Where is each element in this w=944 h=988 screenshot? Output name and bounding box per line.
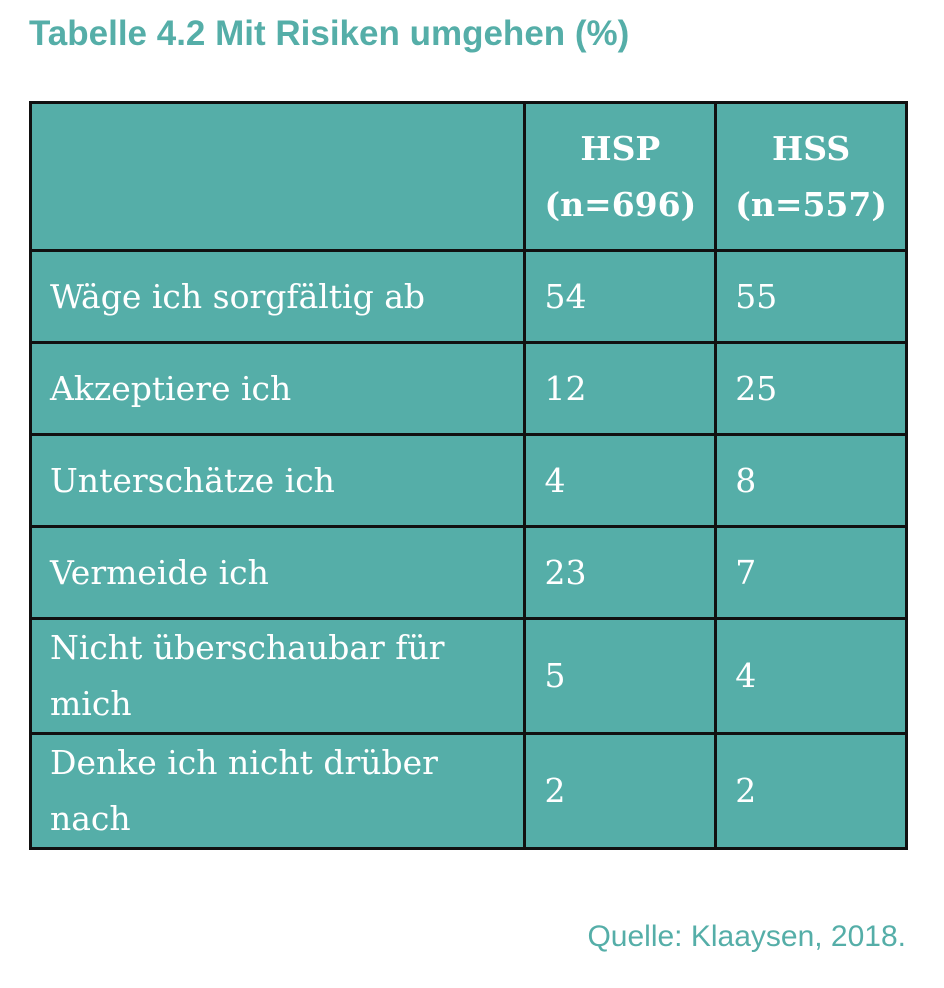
table-row: Wäge ich sorgfältig ab 54 55 (28, 249, 908, 344)
hsp-value: 4 (523, 433, 718, 528)
hsp-value: 23 (523, 525, 718, 620)
hsp-value: 5 (523, 617, 718, 735)
row-label: Unterschätze ich (28, 433, 527, 528)
source-citation: Quelle: Klaaysen, 2018. (587, 920, 906, 953)
table-row: Unterschätze ich 4 8 (28, 433, 908, 528)
hsp-value: 12 (523, 341, 718, 436)
hss-value: 55 (714, 249, 908, 344)
hsp-value: 54 (523, 249, 718, 344)
data-table: HSP (n=696) HSS (n=557) Wäge ich sorgfäl… (28, 101, 908, 850)
table-title: Tabelle 4.2 Mit Risiken umgehen (%) (29, 14, 630, 53)
table-row: Akzeptiere ich 12 25 (28, 341, 908, 436)
hss-value: 4 (714, 617, 908, 735)
row-label: Akzeptiere ich (28, 341, 527, 436)
header-hsp-sample-size: (n=696) (544, 184, 697, 224)
row-label: Vermeide ich (28, 525, 527, 620)
hss-value: 7 (714, 525, 908, 620)
row-label: Denke ich nicht drüber nach (28, 732, 527, 850)
header-empty-cell (28, 101, 527, 252)
hss-value: 8 (714, 433, 908, 528)
header-hss-sample-size: (n=557) (735, 184, 887, 224)
header-hss-label: HSS (772, 128, 851, 168)
header-hss: HSS (n=557) (714, 101, 908, 252)
table-row: Nicht überschaubar für mich 5 4 (28, 617, 908, 735)
header-hsp: HSP (n=696) (523, 101, 718, 252)
table-row: Vermeide ich 23 7 (28, 525, 908, 620)
hss-value: 2 (714, 732, 908, 850)
table-header-row: HSP (n=696) HSS (n=557) (28, 101, 908, 252)
hsp-value: 2 (523, 732, 718, 850)
hss-value: 25 (714, 341, 908, 436)
table-row: Denke ich nicht drüber nach 2 2 (28, 732, 908, 850)
header-hsp-label: HSP (580, 128, 661, 168)
row-label: Wäge ich sorgfältig ab (28, 249, 527, 344)
row-label: Nicht überschaubar für mich (28, 617, 527, 735)
